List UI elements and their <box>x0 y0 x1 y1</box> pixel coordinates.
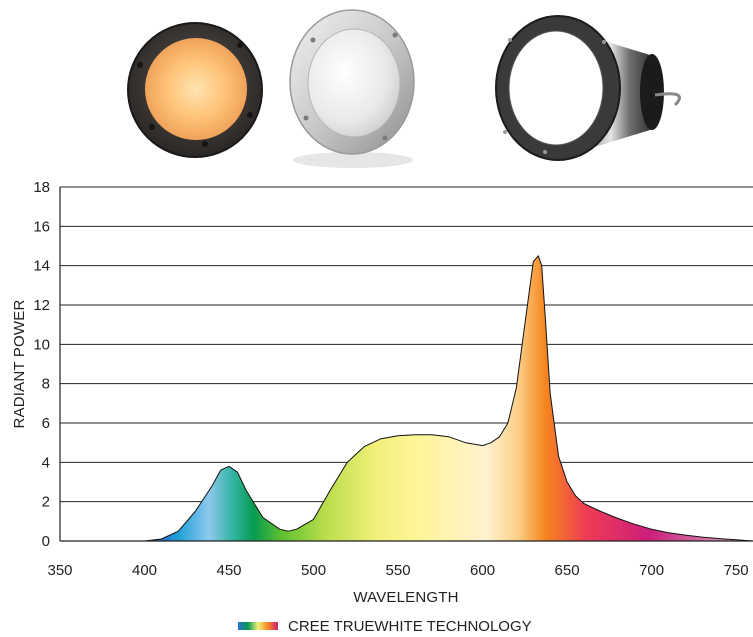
x-tick-550: 550 <box>386 562 411 579</box>
y-axis-title: RADIANT POWER <box>11 299 28 428</box>
y-tick-8: 8 <box>42 376 50 393</box>
white-downlight-module <box>289 9 415 168</box>
spectrum-chart: 350 400 450 500 550 600 650 700 750 0 2 4 6 8 10 12 14 1… <box>11 179 753 635</box>
x-tick-650: 650 <box>555 562 580 579</box>
legend: CREE TRUEWHITE TECHNOLOGY <box>238 618 532 635</box>
plot-frame <box>59 186 753 542</box>
legend-swatch <box>238 622 278 630</box>
x-tick-750: 750 <box>724 562 749 579</box>
warm-downlight-module <box>127 22 263 158</box>
x-tick-labels: 350 400 450 500 550 600 650 700 750 <box>47 562 748 579</box>
y-tick-12: 12 <box>33 297 50 314</box>
x-tick-400: 400 <box>132 562 157 579</box>
y-tick-4: 4 <box>42 454 50 471</box>
product-photos <box>127 9 681 168</box>
y-tick-0: 0 <box>42 533 50 550</box>
y-tick-18: 18 <box>33 179 50 196</box>
y-tick-6: 6 <box>42 415 50 432</box>
x-tick-500: 500 <box>301 562 326 579</box>
y-tick-14: 14 <box>33 258 50 275</box>
x-tick-700: 700 <box>639 562 664 579</box>
x-tick-450: 450 <box>217 562 242 579</box>
y-tick-10: 10 <box>33 336 50 353</box>
downlight-housing <box>495 15 681 161</box>
x-tick-600: 600 <box>470 562 495 579</box>
y-tick-16: 16 <box>33 218 50 235</box>
series-area-cree-truewhite <box>144 255 753 542</box>
y-tick-labels: 0 2 4 6 8 10 12 14 16 18 <box>33 179 50 550</box>
spectrum-area <box>144 255 753 542</box>
x-tick-350: 350 <box>47 562 72 579</box>
legend-label: CREE TRUEWHITE TECHNOLOGY <box>288 618 532 635</box>
y-tick-2: 2 <box>42 494 50 511</box>
x-axis-title: WAVELENGTH <box>353 589 458 606</box>
